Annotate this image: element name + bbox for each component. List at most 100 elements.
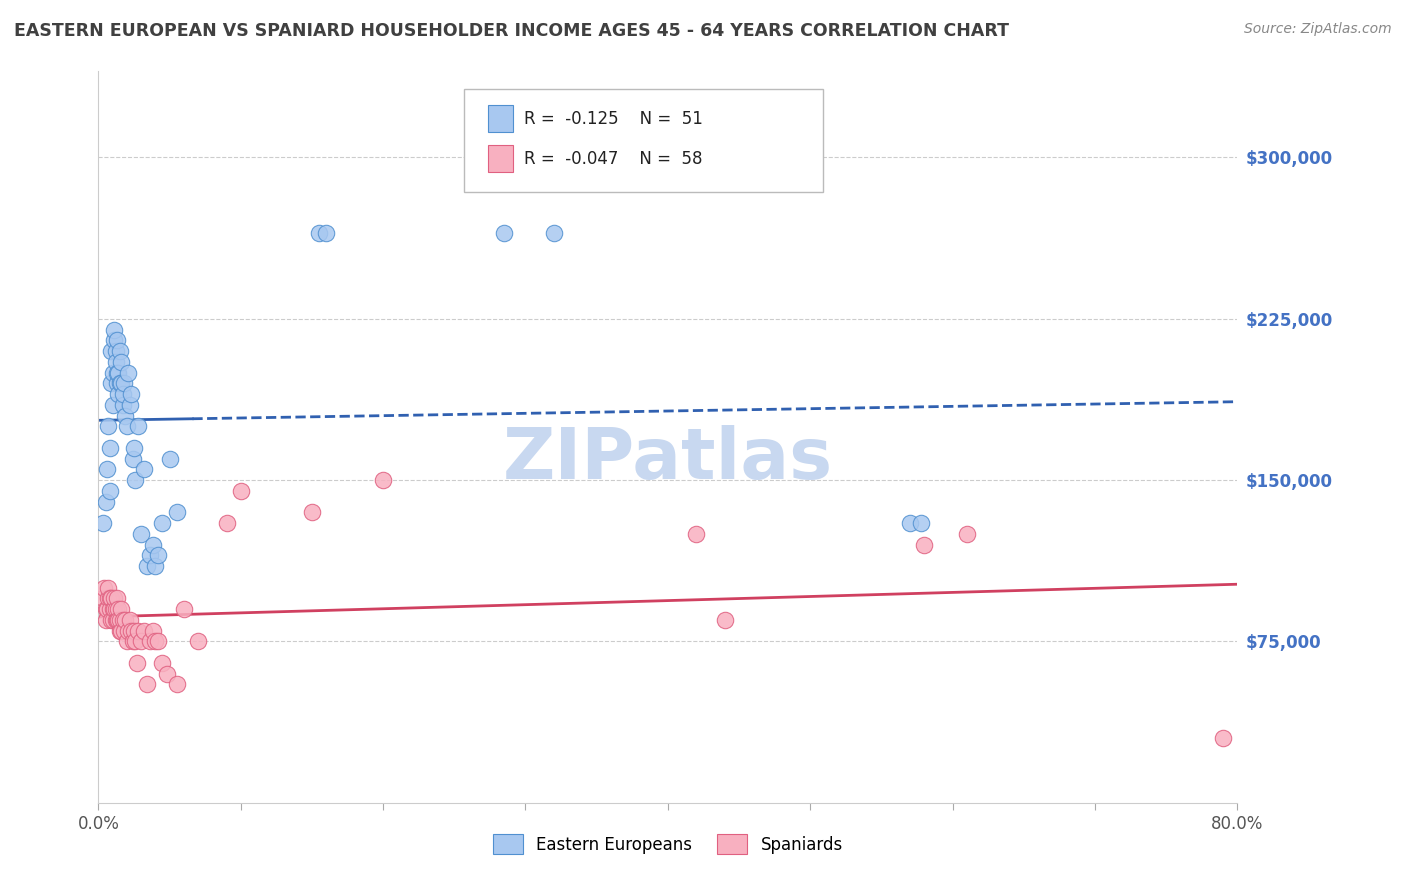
Point — [135, 559, 157, 574]
Point — [107, 613, 129, 627]
Point — [148, 634, 170, 648]
Point — [229, 483, 252, 498]
Text: R =  -0.125    N =  51: R = -0.125 N = 51 — [524, 110, 703, 128]
Point — [91, 516, 114, 530]
Point — [104, 344, 127, 359]
Point — [714, 613, 737, 627]
Point — [166, 505, 188, 519]
Point — [152, 656, 174, 670]
Point — [97, 419, 120, 434]
Point — [110, 602, 132, 616]
Point — [132, 624, 155, 638]
Point — [103, 322, 125, 336]
Point — [138, 634, 160, 648]
Point — [173, 602, 195, 616]
Point — [956, 527, 979, 541]
Point — [120, 624, 142, 638]
Point — [105, 366, 128, 380]
Point — [898, 516, 921, 530]
Point — [100, 613, 122, 627]
Point — [93, 581, 115, 595]
Point — [187, 634, 209, 648]
Point — [148, 549, 170, 563]
Point — [107, 602, 129, 616]
Point — [111, 387, 134, 401]
Point — [127, 624, 149, 638]
Point — [114, 613, 136, 627]
Point — [115, 634, 138, 648]
Point — [1212, 731, 1234, 746]
Point — [97, 581, 120, 595]
Point — [156, 666, 179, 681]
Point — [308, 226, 330, 240]
Point — [124, 473, 146, 487]
Point — [107, 387, 129, 401]
Point — [105, 591, 128, 606]
Point — [121, 634, 143, 648]
Point — [110, 376, 132, 391]
Point — [105, 376, 128, 391]
Point — [373, 473, 395, 487]
Point — [166, 677, 188, 691]
Text: EASTERN EUROPEAN VS SPANIARD HOUSEHOLDER INCOME AGES 45 - 64 YEARS CORRELATION C: EASTERN EUROPEAN VS SPANIARD HOUSEHOLDER… — [14, 22, 1010, 40]
Point — [112, 376, 135, 391]
Point — [97, 591, 120, 606]
Point — [301, 505, 323, 519]
Point — [910, 516, 932, 530]
Point — [108, 344, 131, 359]
Point — [98, 483, 121, 498]
Point — [118, 398, 141, 412]
Point — [98, 441, 121, 455]
Point — [111, 613, 134, 627]
Point — [108, 624, 131, 638]
Point — [543, 226, 565, 240]
Point — [118, 613, 141, 627]
Point — [96, 602, 118, 616]
Point — [107, 366, 129, 380]
Legend: Eastern Europeans, Spaniards: Eastern Europeans, Spaniards — [486, 828, 849, 860]
Point — [145, 634, 167, 648]
Point — [494, 226, 516, 240]
Point — [129, 634, 152, 648]
Point — [114, 409, 136, 423]
Point — [117, 624, 139, 638]
Point — [115, 419, 138, 434]
Point — [112, 624, 135, 638]
Point — [94, 602, 117, 616]
Point — [101, 613, 124, 627]
Point — [135, 677, 157, 691]
Point — [103, 602, 125, 616]
Point — [124, 634, 146, 648]
Point — [98, 602, 121, 616]
Point — [132, 462, 155, 476]
Point — [120, 387, 142, 401]
Point — [145, 559, 167, 574]
Point — [94, 613, 117, 627]
Text: Source: ZipAtlas.com: Source: ZipAtlas.com — [1244, 22, 1392, 37]
Text: R =  -0.047    N =  58: R = -0.047 N = 58 — [524, 150, 703, 168]
Point — [108, 613, 131, 627]
Point — [105, 613, 128, 627]
Point — [117, 366, 139, 380]
Point — [101, 398, 124, 412]
Point — [100, 376, 122, 391]
Point — [685, 527, 707, 541]
Point — [122, 441, 145, 455]
Point — [105, 333, 128, 347]
Point — [110, 355, 132, 369]
Point — [100, 344, 122, 359]
Point — [129, 527, 152, 541]
Point — [101, 366, 124, 380]
Point — [159, 451, 181, 466]
Point — [101, 602, 124, 616]
Point — [108, 376, 131, 391]
Text: ZIPatlas: ZIPatlas — [503, 425, 832, 493]
Point — [127, 419, 149, 434]
Point — [152, 516, 174, 530]
Point — [121, 451, 143, 466]
Point — [141, 538, 163, 552]
Point — [98, 591, 121, 606]
Point — [315, 226, 337, 240]
Point — [103, 333, 125, 347]
Point — [138, 549, 160, 563]
